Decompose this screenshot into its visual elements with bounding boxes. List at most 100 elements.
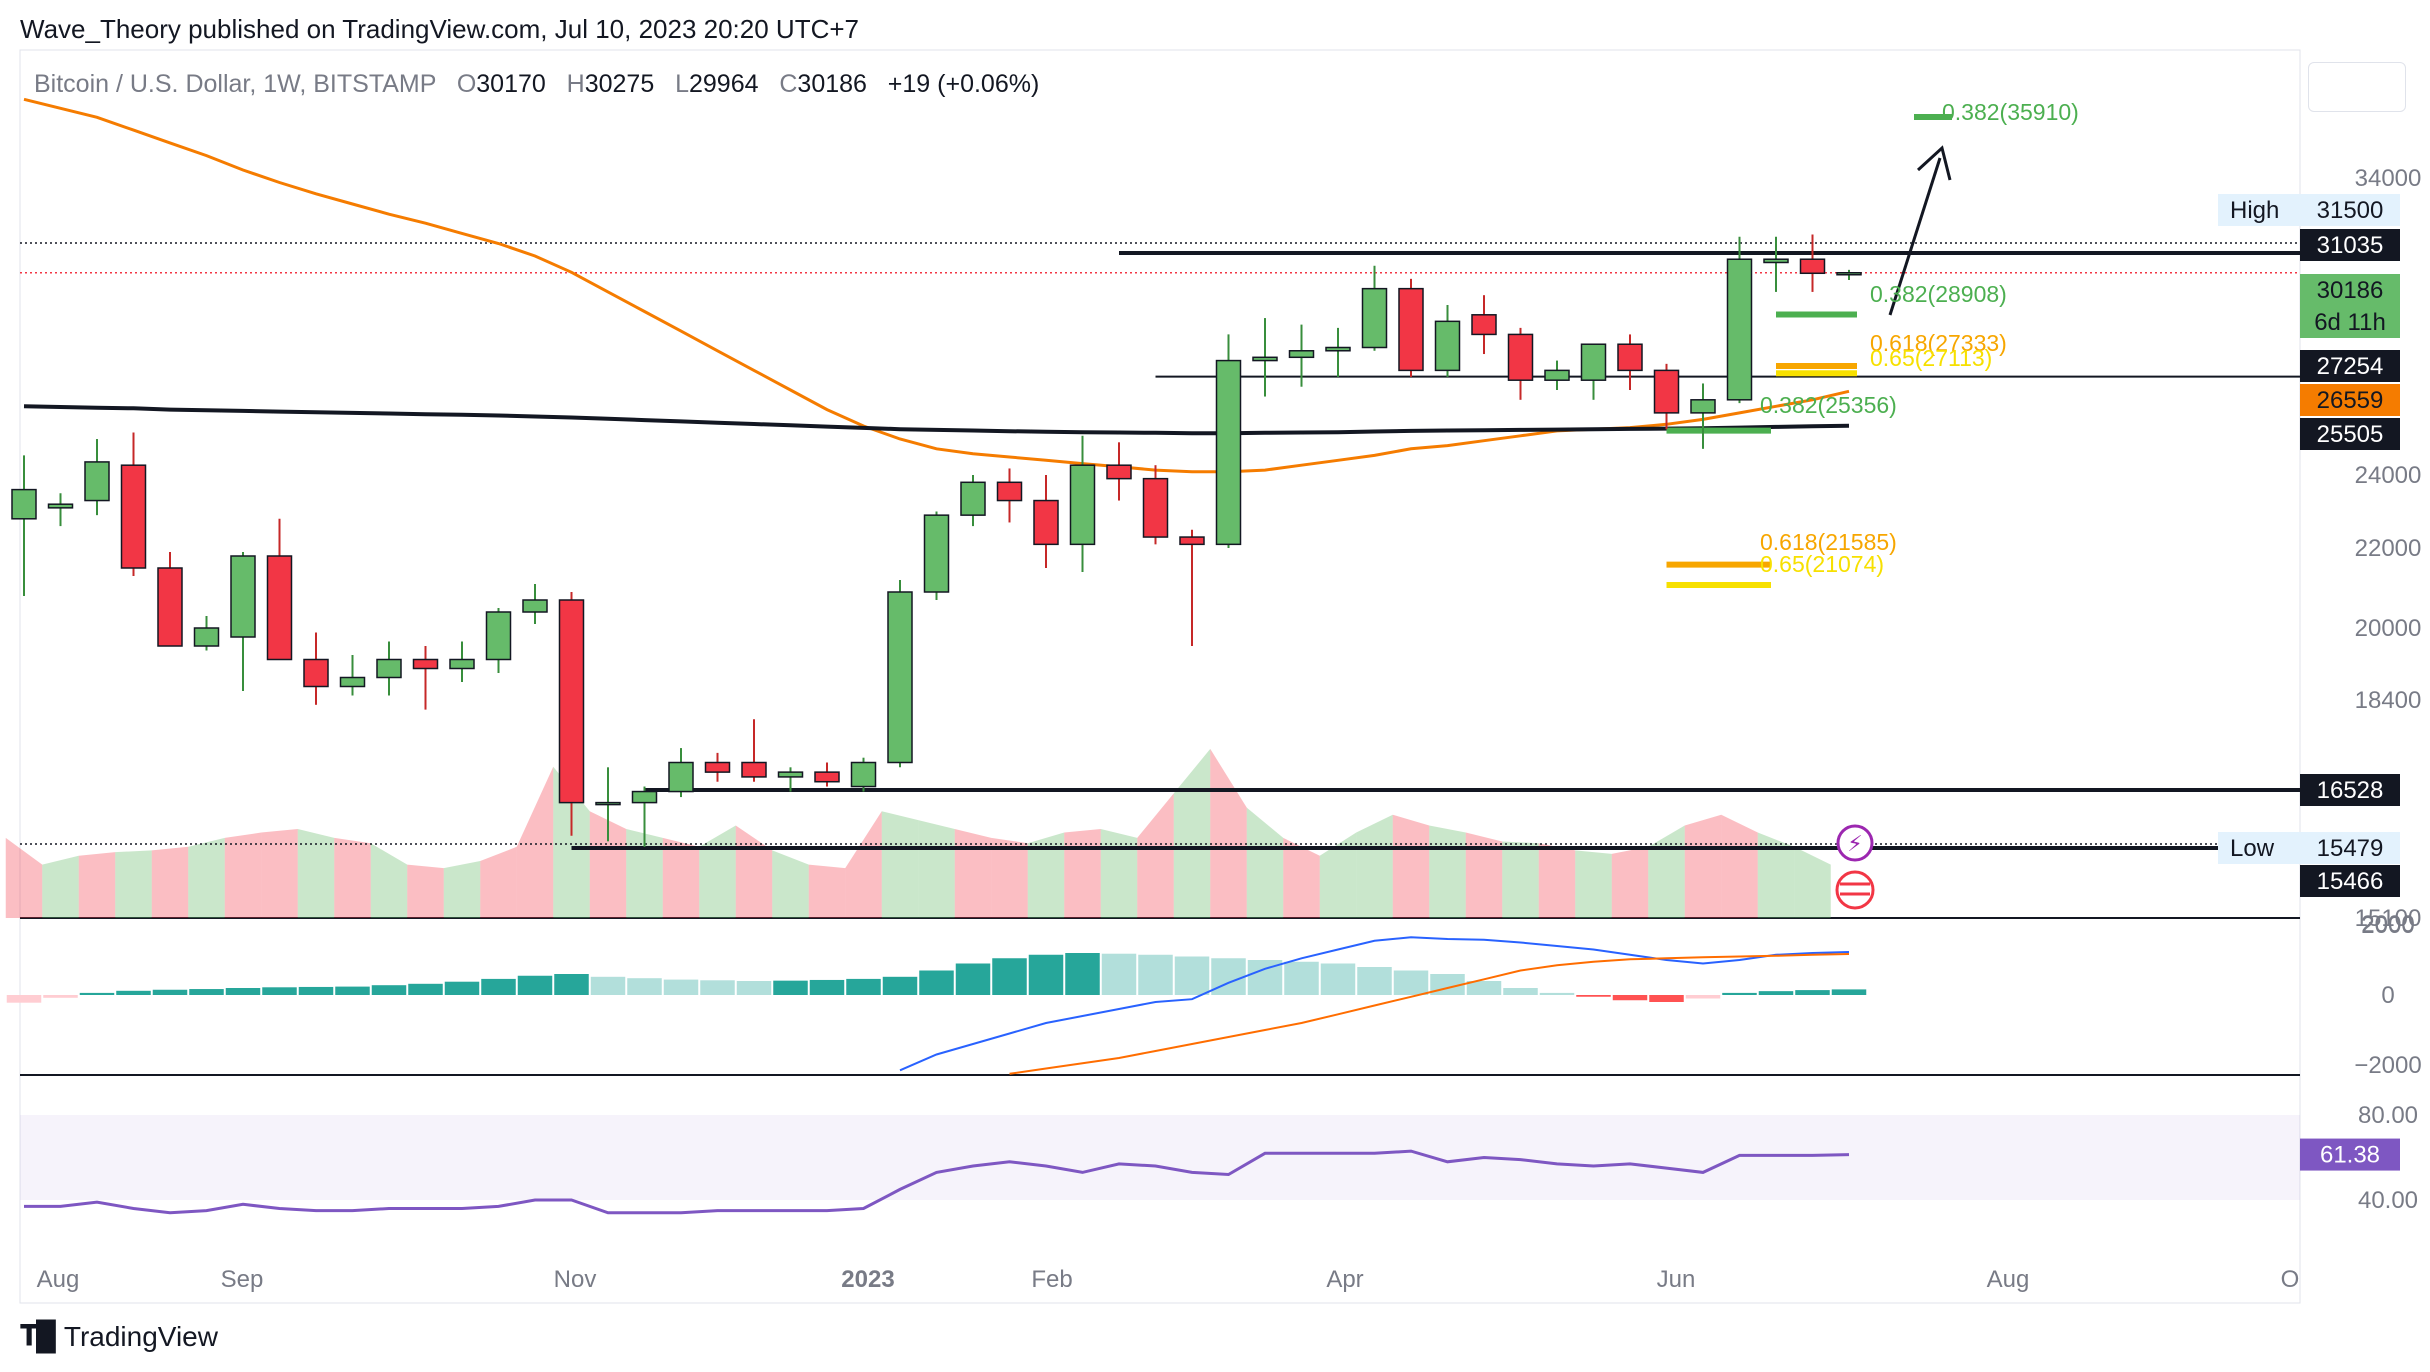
change-value: +19 (+0.06%) [887,70,1040,98]
macd-tick-label: −2000 [2354,1052,2421,1079]
macd-histogram-bar [1576,995,1611,997]
candle-body [668,761,694,793]
macd-histogram-bar [1466,981,1502,995]
volume-area-segment [1611,846,1649,918]
candle-body [1361,287,1388,349]
fib-label: 0.382(25356) [1760,392,1897,418]
volume-area-segment [1721,814,1758,918]
candle-body [1799,258,1826,275]
candle-body [1434,320,1461,372]
candle-body [1179,536,1205,546]
macd-histogram-bar [1101,953,1137,995]
macd-histogram-bar [590,976,626,995]
macd-histogram-bar [846,978,881,995]
symbol-name[interactable]: Bitcoin / U.S. Dollar, 1W, BITSTAMP [34,70,436,98]
time-tick-label: Aug [1987,1266,2030,1293]
volume-area-segment [516,766,554,918]
candle-body [960,481,986,516]
macd-histogram-bar [517,975,553,995]
macd-histogram-bar [116,990,151,995]
open-label: O [456,70,477,98]
volume-area-segment [589,811,627,918]
volume-area-segment [772,850,809,918]
chart-frame [19,49,2301,1304]
macd-histogram-bar [1211,958,1246,995]
macd-histogram-bar [1028,954,1064,995]
volume-area-segment [1465,832,1503,918]
price-badge-value: 27254 [2317,353,2384,380]
volume-area-segment [1392,814,1430,918]
rsi-tick-label: 80.00 [2358,1102,2418,1129]
macd-histogram-bar [919,970,954,995]
price-tick-label: 34000 [2355,165,2422,192]
candle-body [303,658,329,688]
candle-body [558,599,585,804]
chart-settings-button[interactable] [2308,62,2406,112]
volume-area-segment [626,829,663,918]
projection-arrow [1888,157,1942,316]
price-badge [2300,865,2400,897]
volume-area-segment [1064,829,1101,918]
candle-body [1069,464,1096,546]
macd-histogram-bar [1685,995,1721,999]
macd-histogram-bar [1539,992,1575,995]
volume-area-segment [42,855,79,918]
macd-histogram-bar [736,981,772,995]
macd-histogram-bar [992,958,1027,995]
price-badge [2218,832,2400,864]
volume-area-segment [334,837,371,918]
candle-body [741,761,767,778]
candle-body [1726,258,1753,401]
low-value: 29964 [688,70,759,98]
price-tick-label: 20000 [2355,615,2422,642]
volume-area-segment [881,811,919,918]
close-label: C [779,70,798,98]
close-value: 30186 [797,70,867,98]
candle-body [120,464,147,569]
macd-histogram-bar [1503,988,1538,995]
fib-label: 0.618(21585) [1760,529,1897,555]
volume-area-segment [1794,846,1831,918]
volume-area-segment [261,829,298,918]
ema-orange-line [23,97,1850,474]
macd-histogram-bar [1722,992,1757,995]
volume-area-segment [78,852,116,918]
candle-body [1690,399,1716,414]
candle-body [412,658,439,670]
price-tick-label: 15100 [2355,905,2422,932]
volume-area-segment [1757,832,1795,918]
macd-histogram-bar [1612,995,1648,1001]
macd-line [899,936,1850,1072]
candle-body [376,658,402,679]
fib-label: 0.618(27333) [1870,330,2007,356]
volume-area-segment [845,811,882,918]
price-badge [2300,774,2400,806]
price-badge [2300,229,2400,261]
candle-body [1398,287,1424,372]
alert-icon [1836,824,1874,862]
macd-histogram-bar [1174,956,1210,995]
fib-label: 0.65(27113) [1870,345,1992,371]
macd-histogram-bar [955,963,991,995]
macd-histogram-bar [481,978,516,995]
volume-area-segment [1173,748,1211,918]
volume-area-segment [115,850,152,918]
candle-body [704,761,731,773]
rsi-tick-label: 40.00 [2358,1187,2418,1214]
footer-brand: 𝐓█ TradingView [20,1320,218,1353]
fib-label: 0.382(35910) [1942,99,2079,125]
macd-histogram-bar [1393,970,1429,995]
macd-histogram-bar [1831,989,1867,995]
price-tick-label: 18400 [2355,687,2422,714]
rsi-badge [2300,1138,2400,1171]
macd-histogram-bar [1138,954,1173,995]
volume-area-segment [480,846,517,918]
rsi-badge-value: 61.38 [2320,1142,2380,1169]
volume-area-segment [991,837,1028,918]
price-badge-value: 30186 [2317,277,2384,304]
fib-label: 0.382(28908) [1870,281,2007,307]
volume-tick-label: 2000 [2361,911,2414,938]
candle-body [449,658,475,670]
volume-area-segment [151,846,189,918]
